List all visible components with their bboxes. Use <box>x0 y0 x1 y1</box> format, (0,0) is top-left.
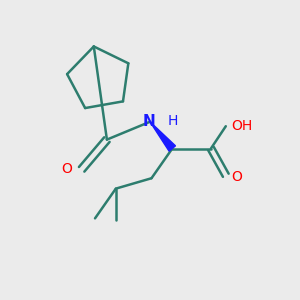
Text: OH: OH <box>232 119 253 133</box>
Text: O: O <box>232 170 243 184</box>
Text: N: N <box>143 114 156 129</box>
Polygon shape <box>150 122 176 151</box>
Text: O: O <box>61 162 72 176</box>
Text: H: H <box>168 115 178 128</box>
